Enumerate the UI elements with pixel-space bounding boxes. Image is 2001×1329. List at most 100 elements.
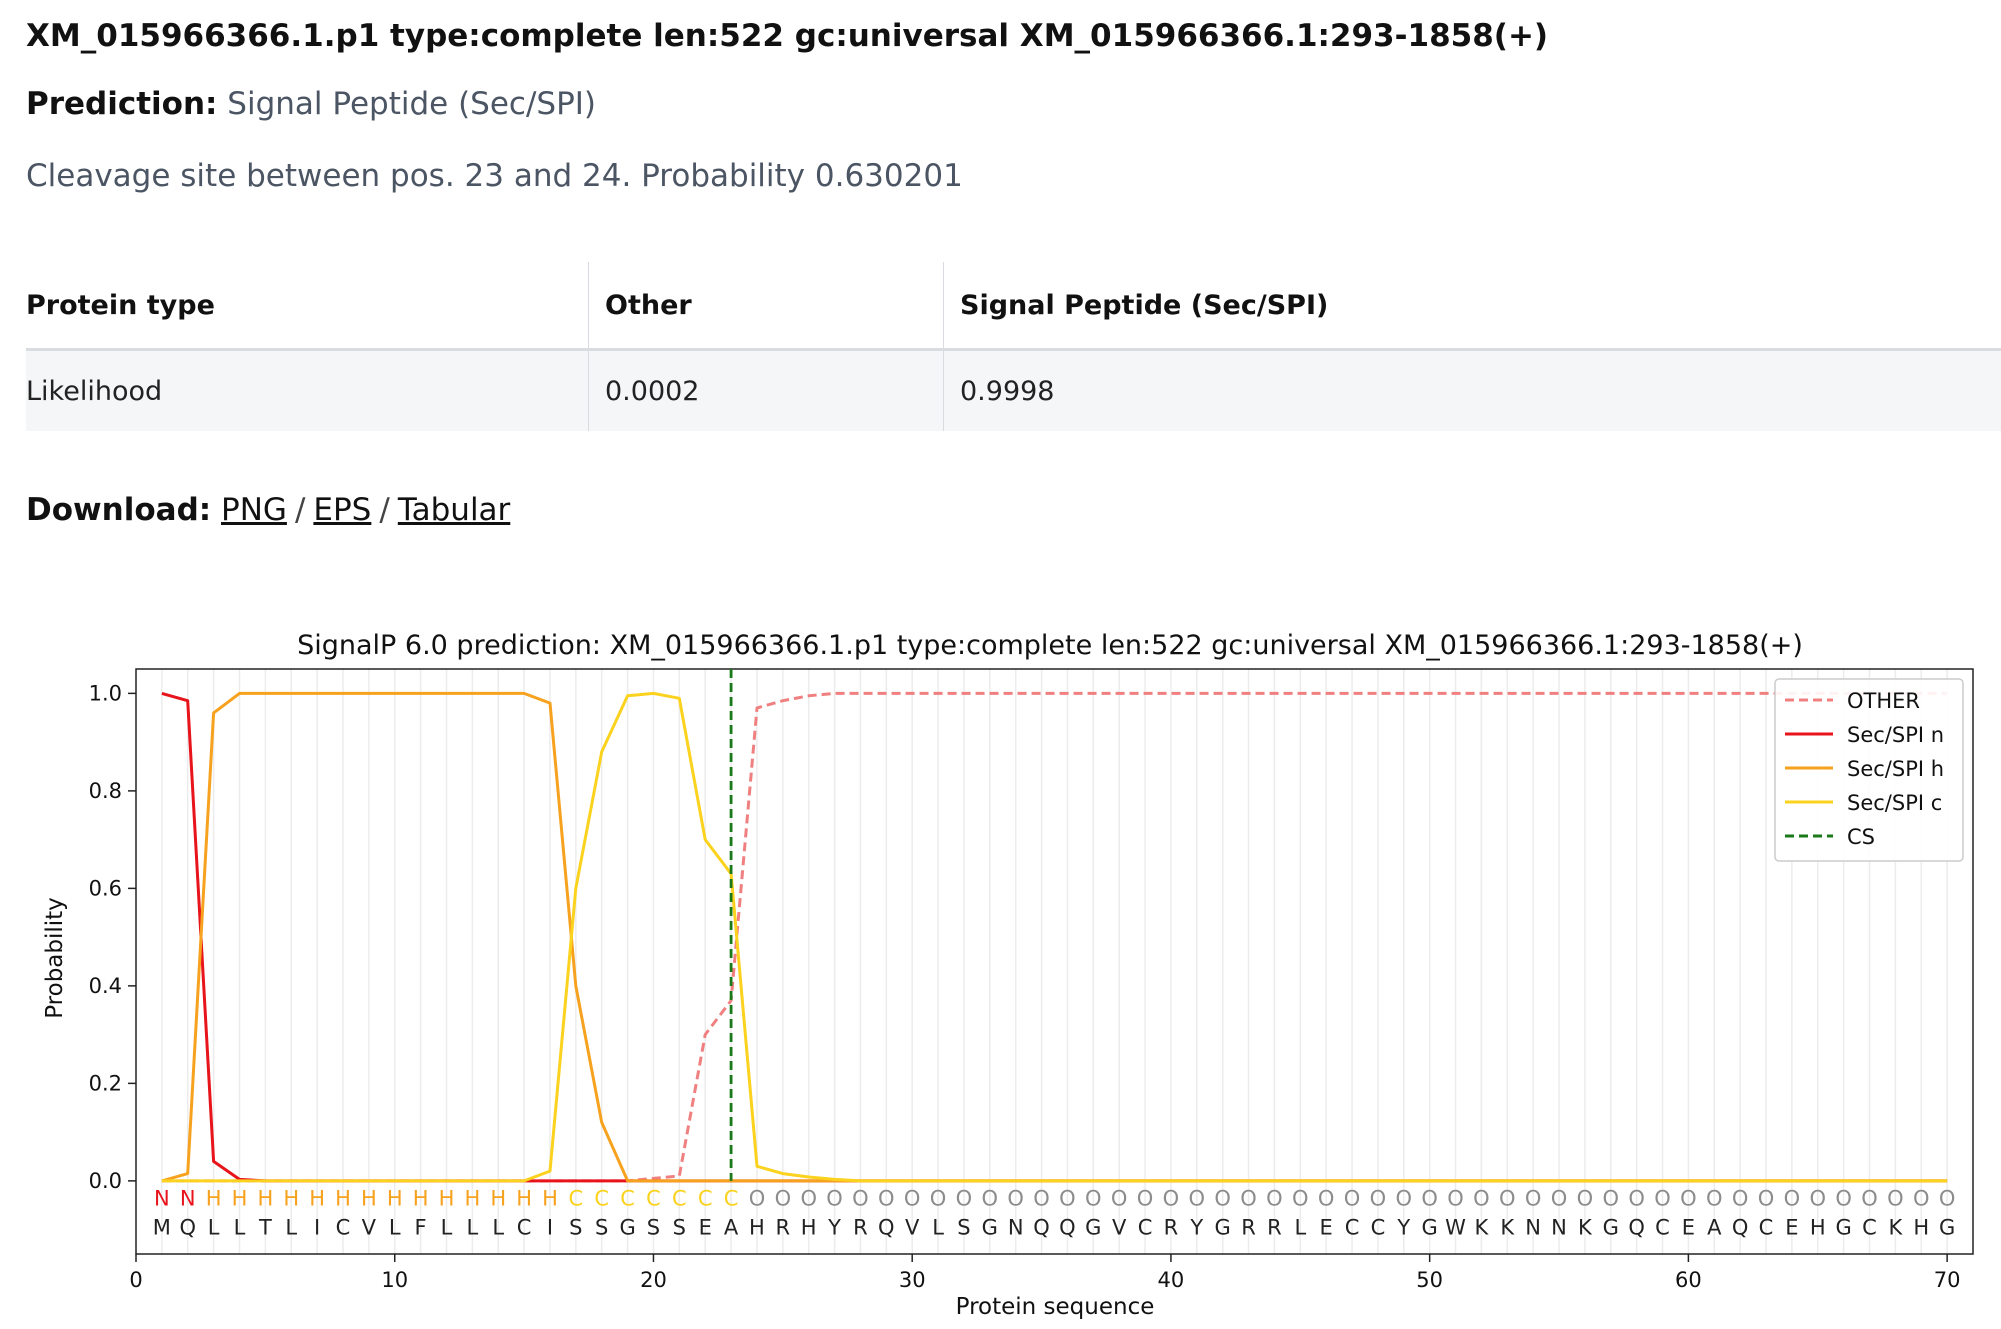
download-tabular-link[interactable]: Tabular — [397, 492, 511, 528]
region-label: N — [154, 1186, 170, 1210]
residue-label: L — [389, 1216, 401, 1240]
header-other: Other — [588, 262, 944, 351]
residue-label: A — [724, 1216, 739, 1240]
cell-likelihood-label: Likelihood — [26, 349, 589, 431]
residue-label: L — [234, 1216, 246, 1240]
residue-label: Y — [1189, 1216, 1203, 1240]
residue-label: R — [1241, 1216, 1256, 1240]
y-axis-label: Probability — [42, 897, 68, 1019]
x-tick-label: 30 — [899, 1268, 926, 1292]
x-axis-label: Protein sequence — [956, 1294, 1155, 1320]
separator: / — [379, 492, 390, 528]
legend: OTHER Sec/SPI n Sec/SPI h Sec/SPI c CS — [1774, 678, 1964, 862]
region-label: O — [775, 1186, 792, 1210]
series-sec-spi-h — [161, 691, 1948, 1183]
region-label: H — [490, 1186, 506, 1210]
download-eps-link[interactable]: EPS — [313, 492, 372, 528]
region-label: O — [1887, 1186, 1904, 1210]
residue-label: S — [957, 1216, 970, 1240]
residue-label: K — [1500, 1216, 1515, 1240]
residue-label: C — [1138, 1216, 1153, 1240]
region-label: O — [1266, 1186, 1283, 1210]
residue-label: I — [547, 1216, 553, 1240]
residue-label: Q — [878, 1216, 895, 1240]
series-lines — [161, 669, 1948, 1183]
signalp-chart: SignalP 6.0 prediction: XM_015966366.1.p… — [42, 630, 1974, 1320]
residue-label: C — [1345, 1216, 1360, 1240]
region-label: H — [464, 1186, 480, 1210]
residue-label: A — [1707, 1216, 1722, 1240]
region-label: O — [1240, 1186, 1257, 1210]
x-tick-label: 60 — [1675, 1268, 1702, 1292]
residue-label: G — [619, 1216, 635, 1240]
region-label: O — [826, 1186, 843, 1210]
region-label: O — [1318, 1186, 1335, 1210]
x-tick-label: 20 — [640, 1268, 667, 1292]
region-label: O — [1396, 1186, 1413, 1210]
residue-label: L — [208, 1216, 220, 1240]
region-label: H — [232, 1186, 248, 1210]
region-label: O — [1059, 1186, 1076, 1210]
residue-label: C — [1371, 1216, 1386, 1240]
residue-label: H — [1913, 1216, 1929, 1240]
residue-label: G — [1215, 1216, 1231, 1240]
region-label: O — [1654, 1186, 1671, 1210]
legend-label: CS — [1847, 825, 1875, 849]
cell-other-value: 0.0002 — [588, 349, 944, 431]
region-label: H — [283, 1186, 299, 1210]
legend-label: Sec/SPI c — [1847, 791, 1942, 815]
region-label: N — [180, 1186, 196, 1210]
residue-label: G — [1835, 1216, 1851, 1240]
residue-label: R — [776, 1216, 791, 1240]
residue-label: K — [1578, 1216, 1593, 1240]
residue-label: S — [569, 1216, 582, 1240]
x-tick-label: 0 — [129, 1268, 142, 1292]
region-label: O — [1344, 1186, 1361, 1210]
region-label: O — [800, 1186, 817, 1210]
residue-label: H — [749, 1216, 765, 1240]
region-label: C — [698, 1186, 713, 1210]
y-tick-label: 1.0 — [89, 681, 122, 705]
residue-label: S — [647, 1216, 660, 1240]
residue-label: G — [1603, 1216, 1619, 1240]
region-label: H — [542, 1186, 558, 1210]
region-label: O — [878, 1186, 895, 1210]
residue-label: S — [673, 1216, 686, 1240]
sequence-labels: NMNQHLHLHTHLHIHCHVHLHFHLHLHLHCHICSCSCGCS… — [153, 1186, 1956, 1239]
y-tick-label: 0.8 — [89, 779, 122, 803]
separator: / — [294, 492, 306, 528]
residue-label: Q — [1732, 1216, 1749, 1240]
region-label: O — [1758, 1186, 1775, 1210]
region-label: O — [1292, 1186, 1309, 1210]
table-row: Likelihood 0.0002 0.9998 — [26, 349, 2001, 431]
region-label: O — [904, 1186, 921, 1210]
x-tick-label: 50 — [1416, 1268, 1443, 1292]
table-header-row: Protein type Other Signal Peptide (Sec/S… — [26, 262, 2001, 351]
residue-label: E — [1682, 1216, 1695, 1240]
region-label: C — [620, 1186, 635, 1210]
residue-label: C — [1862, 1216, 1877, 1240]
region-label: O — [1835, 1186, 1852, 1210]
region-label: H — [309, 1186, 325, 1210]
residue-label: S — [595, 1216, 608, 1240]
residue-label: L — [467, 1216, 479, 1240]
residue-label: F — [415, 1216, 427, 1240]
y-tick-label: 0.4 — [89, 974, 122, 998]
legend-label: OTHER — [1847, 689, 1920, 713]
region-label: C — [569, 1186, 584, 1210]
residue-label: V — [362, 1216, 377, 1240]
y-tick-label: 0.2 — [89, 1071, 122, 1095]
region-label: O — [1603, 1186, 1620, 1210]
region-label: O — [852, 1186, 869, 1210]
download-png-link[interactable]: PNG — [221, 492, 287, 528]
x-tick-label: 40 — [1158, 1268, 1185, 1292]
region-label: O — [1784, 1186, 1801, 1210]
y-tick-label: 0.6 — [89, 876, 122, 900]
residue-label: G — [982, 1216, 998, 1240]
region-label: O — [1111, 1186, 1128, 1210]
prediction-line: Prediction: Signal Peptide (Sec/SPI) — [26, 86, 596, 122]
residue-label: I — [314, 1216, 320, 1240]
region-label: O — [1628, 1186, 1645, 1210]
region-label: H — [206, 1186, 222, 1210]
residue-label: Q — [1059, 1216, 1076, 1240]
